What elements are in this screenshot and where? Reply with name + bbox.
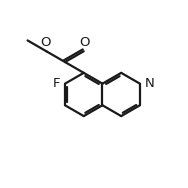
Text: O: O — [40, 36, 50, 49]
Text: F: F — [53, 77, 61, 90]
Text: N: N — [144, 77, 154, 90]
Text: O: O — [79, 36, 90, 49]
